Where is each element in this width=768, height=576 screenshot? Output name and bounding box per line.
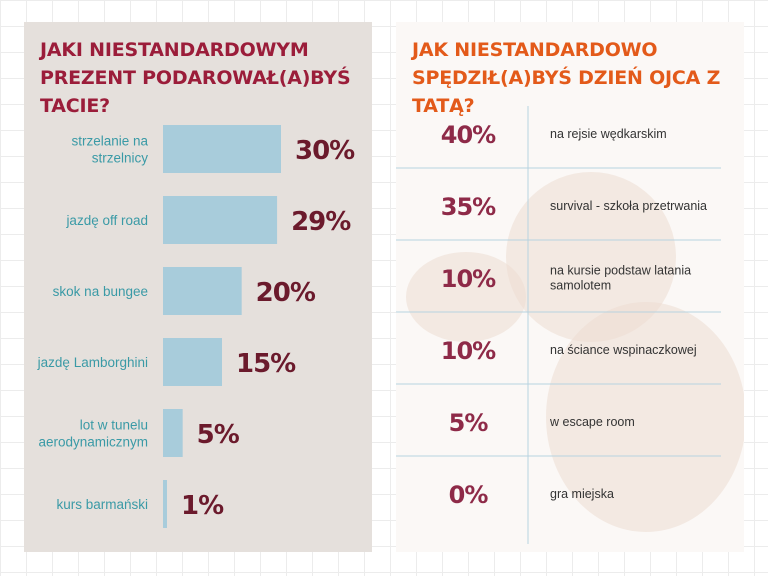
activity-label: na rejsie wędkarskim bbox=[550, 127, 667, 141]
activity-label: gra miejska bbox=[550, 487, 614, 501]
category-label: jazdę Lamborghini bbox=[37, 355, 148, 370]
value-label: 1% bbox=[181, 491, 224, 521]
gift-bar-chart: strzelanie na strzelnicy 30% jazdę off road… bbox=[37, 125, 356, 528]
bar bbox=[163, 125, 281, 173]
percent-value: 5% bbox=[449, 409, 489, 437]
category-label: skok na bungee bbox=[53, 284, 148, 299]
percent-value: 10% bbox=[441, 337, 496, 365]
bar bbox=[163, 409, 183, 457]
bar bbox=[163, 267, 242, 315]
activity-table-panel: JAK NIESTANDARDOWO SPĘDZIŁ(A)BYŚ DZIEŃ O… bbox=[396, 22, 744, 552]
photo-decoration-shape bbox=[546, 302, 744, 532]
activity-label: w escape room bbox=[549, 415, 635, 429]
activity-table: 40% na rejsie wędkarskim 35% survival - szk… bbox=[396, 106, 721, 544]
category-label: jazdę off road bbox=[65, 213, 148, 228]
percent-value: 0% bbox=[449, 481, 489, 509]
bar bbox=[163, 196, 278, 244]
activity-label: na kursie podstaw latania samolotem bbox=[550, 264, 691, 293]
bar bbox=[163, 338, 222, 386]
value-label: 20% bbox=[256, 278, 316, 308]
value-label: 15% bbox=[236, 349, 296, 379]
value-label: 30% bbox=[295, 136, 355, 166]
activity-table-title: JAK NIESTANDARDOWO SPĘDZIŁ(A)BYŚ DZIEŃ O… bbox=[412, 39, 721, 117]
activity-label: na ściance wspinaczkowej bbox=[550, 343, 697, 357]
photo-decoration-shape bbox=[406, 252, 526, 342]
percent-value: 40% bbox=[441, 121, 496, 149]
value-label: 29% bbox=[291, 207, 351, 237]
bar bbox=[163, 480, 167, 528]
percent-value: 10% bbox=[441, 265, 496, 293]
category-label: strzelanie na strzelnicy bbox=[71, 134, 148, 166]
percent-value: 35% bbox=[441, 193, 496, 221]
activity-label: survival - szkoła przetrwania bbox=[550, 199, 707, 213]
category-label: kurs barmański bbox=[56, 497, 148, 512]
category-label: lot w tunelu aerodynamicznym bbox=[38, 418, 148, 450]
gift-chart-panel: JAKI NIESTANDARDOWYM PREZENT PODAROWAŁ(A… bbox=[24, 22, 372, 552]
value-label: 5% bbox=[197, 420, 240, 450]
gift-chart-title: JAKI NIESTANDARDOWYM PREZENT PODAROWAŁ(A… bbox=[40, 39, 351, 117]
